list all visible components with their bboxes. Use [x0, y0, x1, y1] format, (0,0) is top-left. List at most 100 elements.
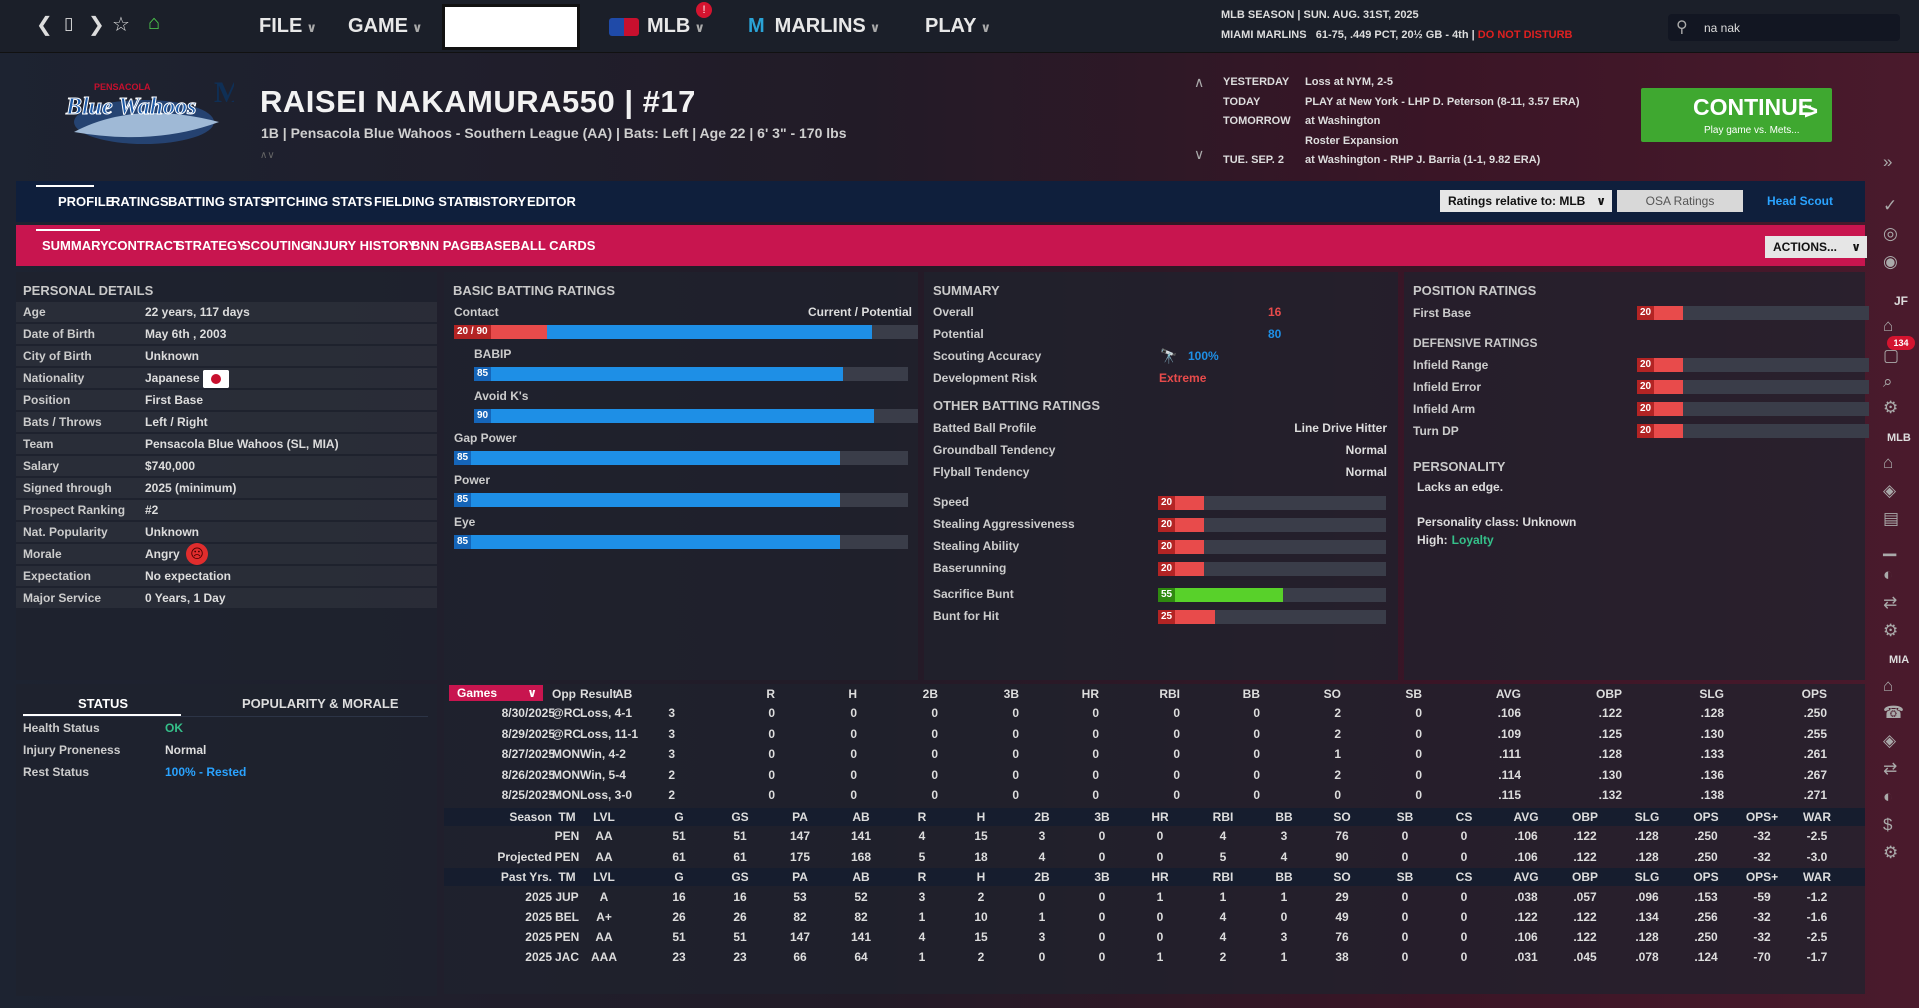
tab-contract[interactable]: CONTRACT: [108, 238, 181, 253]
home-icon[interactable]: ⌂: [1883, 316, 1894, 335]
swap-icon[interactable]: ⇄: [1883, 593, 1898, 612]
card-icon[interactable]: ▤: [1883, 509, 1900, 528]
mlb-menu[interactable]: MLB ∨: [609, 15, 705, 38]
dollar-icon[interactable]: $: [1883, 815, 1893, 834]
game-cell: .250: [1803, 706, 1827, 720]
forward-arrow-icon[interactable]: ❯: [88, 14, 105, 36]
schedule-text[interactable]: at Washington - RHP J. Barria (1-1, 9.82…: [1305, 154, 1541, 166]
stat-cell: AA: [595, 849, 613, 864]
ball-icon[interactable]: ◐: [1883, 565, 1894, 584]
running-rating-label: Stealing Aggressiveness: [933, 517, 1075, 531]
marlins-menu[interactable]: M MARLINS ∨: [748, 15, 880, 38]
tab-scouting[interactable]: SCOUTING: [242, 238, 311, 253]
collapse-icon[interactable]: ∧∨: [260, 150, 275, 161]
stat-cell: OPS+: [1745, 810, 1779, 824]
tab-history[interactable]: HISTORY: [469, 194, 527, 209]
schedule-text[interactable]: PLAY at New York - LHP D. Peterson (8-11…: [1305, 95, 1580, 108]
chevron-down-icon: ∨: [980, 20, 992, 35]
osa-ratings-button[interactable]: OSA Ratings: [1617, 190, 1743, 212]
schedule-up-icon[interactable]: ∧: [1194, 74, 1205, 90]
tab-profile[interactable]: PROFILE: [58, 194, 115, 209]
summary-label: Development Risk: [933, 371, 1038, 385]
stat-cell: 3B: [1094, 810, 1110, 824]
game-menu[interactable]: GAME ∨: [348, 15, 423, 38]
tab-baseball-cards[interactable]: BASEBALL CARDS: [475, 238, 596, 253]
star-icon[interactable]: ☆: [112, 14, 130, 36]
location-icon[interactable]: ◈: [1883, 481, 1897, 500]
file-label: FILE: [259, 15, 303, 37]
stat-cell: -70: [1753, 950, 1771, 964]
tab-injury-history[interactable]: INJURY HISTORY: [309, 238, 417, 253]
search-input[interactable]: [1704, 18, 1884, 37]
games-dropdown[interactable]: Games ∨: [449, 685, 543, 701]
past-header-background: [444, 868, 1865, 886]
back-arrow-icon[interactable]: ❮: [36, 14, 53, 36]
phone-icon[interactable]: ☎: [1883, 703, 1905, 722]
game-cell: 0: [850, 767, 857, 782]
tab-batting-stats[interactable]: BATTING STATS: [168, 194, 270, 209]
double-chevron-icon[interactable]: »: [1883, 152, 1893, 171]
detail-value: 0 Years, 1 Day: [145, 591, 226, 605]
gear-icon[interactable]: ⚙: [1883, 621, 1899, 640]
location-icon[interactable]: ◈: [1883, 731, 1897, 750]
game-cell: 0: [768, 747, 775, 761]
status-value: Normal: [165, 743, 207, 757]
row-background: [16, 346, 437, 366]
swap-icon[interactable]: ⇄: [1883, 759, 1898, 778]
window-icon[interactable]: ▯: [64, 14, 74, 33]
stat-cell: 1: [1156, 890, 1164, 904]
gear-icon[interactable]: ⚙: [1883, 398, 1899, 417]
tab-bnn-page[interactable]: BNN PAGE: [411, 238, 479, 253]
tab-pitching-stats[interactable]: PITCHING STATS: [266, 194, 373, 209]
detail-label: Date of Birth: [23, 327, 95, 341]
tab-fielding-stats[interactable]: FIELDING STATS: [374, 194, 479, 209]
stat-cell: 3: [918, 890, 926, 904]
bar-value: 20: [1158, 496, 1176, 510]
tab-strategy[interactable]: STRATEGY: [176, 238, 246, 253]
pin-icon[interactable]: ◉: [1883, 252, 1898, 271]
chat-icon[interactable]: ▢: [1883, 346, 1900, 365]
schedule-text[interactable]: Roster Expansion: [1305, 134, 1399, 147]
stat-cell: Result: [580, 687, 617, 701]
globe-icon[interactable]: ◎: [1883, 224, 1898, 243]
tab-editor[interactable]: EDITOR: [527, 194, 576, 209]
stat-cell: 18: [974, 849, 988, 864]
game-cell: 0: [1092, 706, 1099, 720]
tab-ratings[interactable]: RATINGS: [111, 194, 169, 209]
house-icon[interactable]: ⌂: [1883, 453, 1894, 472]
home-icon[interactable]: ⌂: [148, 12, 161, 34]
detail-label: Nat. Popularity: [23, 525, 108, 539]
other-rating-value: Normal: [1345, 465, 1387, 479]
check-icon[interactable]: ✓: [1883, 196, 1898, 215]
summary-label: Scouting Accuracy: [933, 349, 1042, 363]
status-tab[interactable]: STATUS: [78, 696, 129, 711]
stat-cell: 2025: [525, 910, 552, 924]
search-box[interactable]: ⚲: [1668, 14, 1900, 41]
stat-cell: 38: [1335, 950, 1349, 964]
gear-icon[interactable]: ⚙: [1883, 843, 1899, 862]
do-not-disturb[interactable]: DO NOT DISTURB: [1477, 29, 1573, 41]
stat-cell: OPS+: [1745, 870, 1779, 884]
ball-icon[interactable]: ◐: [1883, 787, 1894, 806]
head-scout-button[interactable]: Head Scout: [1745, 190, 1855, 212]
ratings-relative-dropdown[interactable]: Ratings relative to: MLB ∨: [1440, 190, 1612, 212]
schedule-text[interactable]: at Washington: [1305, 115, 1381, 127]
bar-value: 90: [474, 409, 492, 423]
flag-circle: [211, 374, 221, 384]
tab-summary[interactable]: SUMMARY: [42, 238, 109, 253]
popularity-morale-tab[interactable]: POPULARITY & MORALE: [242, 696, 399, 711]
search-icon[interactable]: ⌕: [1883, 372, 1893, 391]
actions-dropdown[interactable]: ACTIONS... ∨: [1765, 236, 1867, 258]
game-cell: .128: [1598, 747, 1622, 761]
schedule-down-icon[interactable]: ∨: [1194, 146, 1205, 162]
schedule-text[interactable]: Loss at NYM, 2-5: [1305, 76, 1394, 88]
continue-button[interactable]: CONTINUE Play game vs. Mets... >: [1641, 88, 1832, 142]
blank-box[interactable]: [442, 4, 580, 50]
house-icon[interactable]: ⌂: [1883, 676, 1894, 695]
chart-icon[interactable]: ▁: [1883, 537, 1897, 556]
bar-value: 85: [454, 535, 472, 549]
file-menu[interactable]: FILE ∨: [259, 15, 317, 38]
detail-value: Japanese: [145, 371, 200, 385]
rating-bar: 20 / 90: [454, 325, 918, 339]
play-menu[interactable]: PLAY ∨: [925, 15, 991, 38]
